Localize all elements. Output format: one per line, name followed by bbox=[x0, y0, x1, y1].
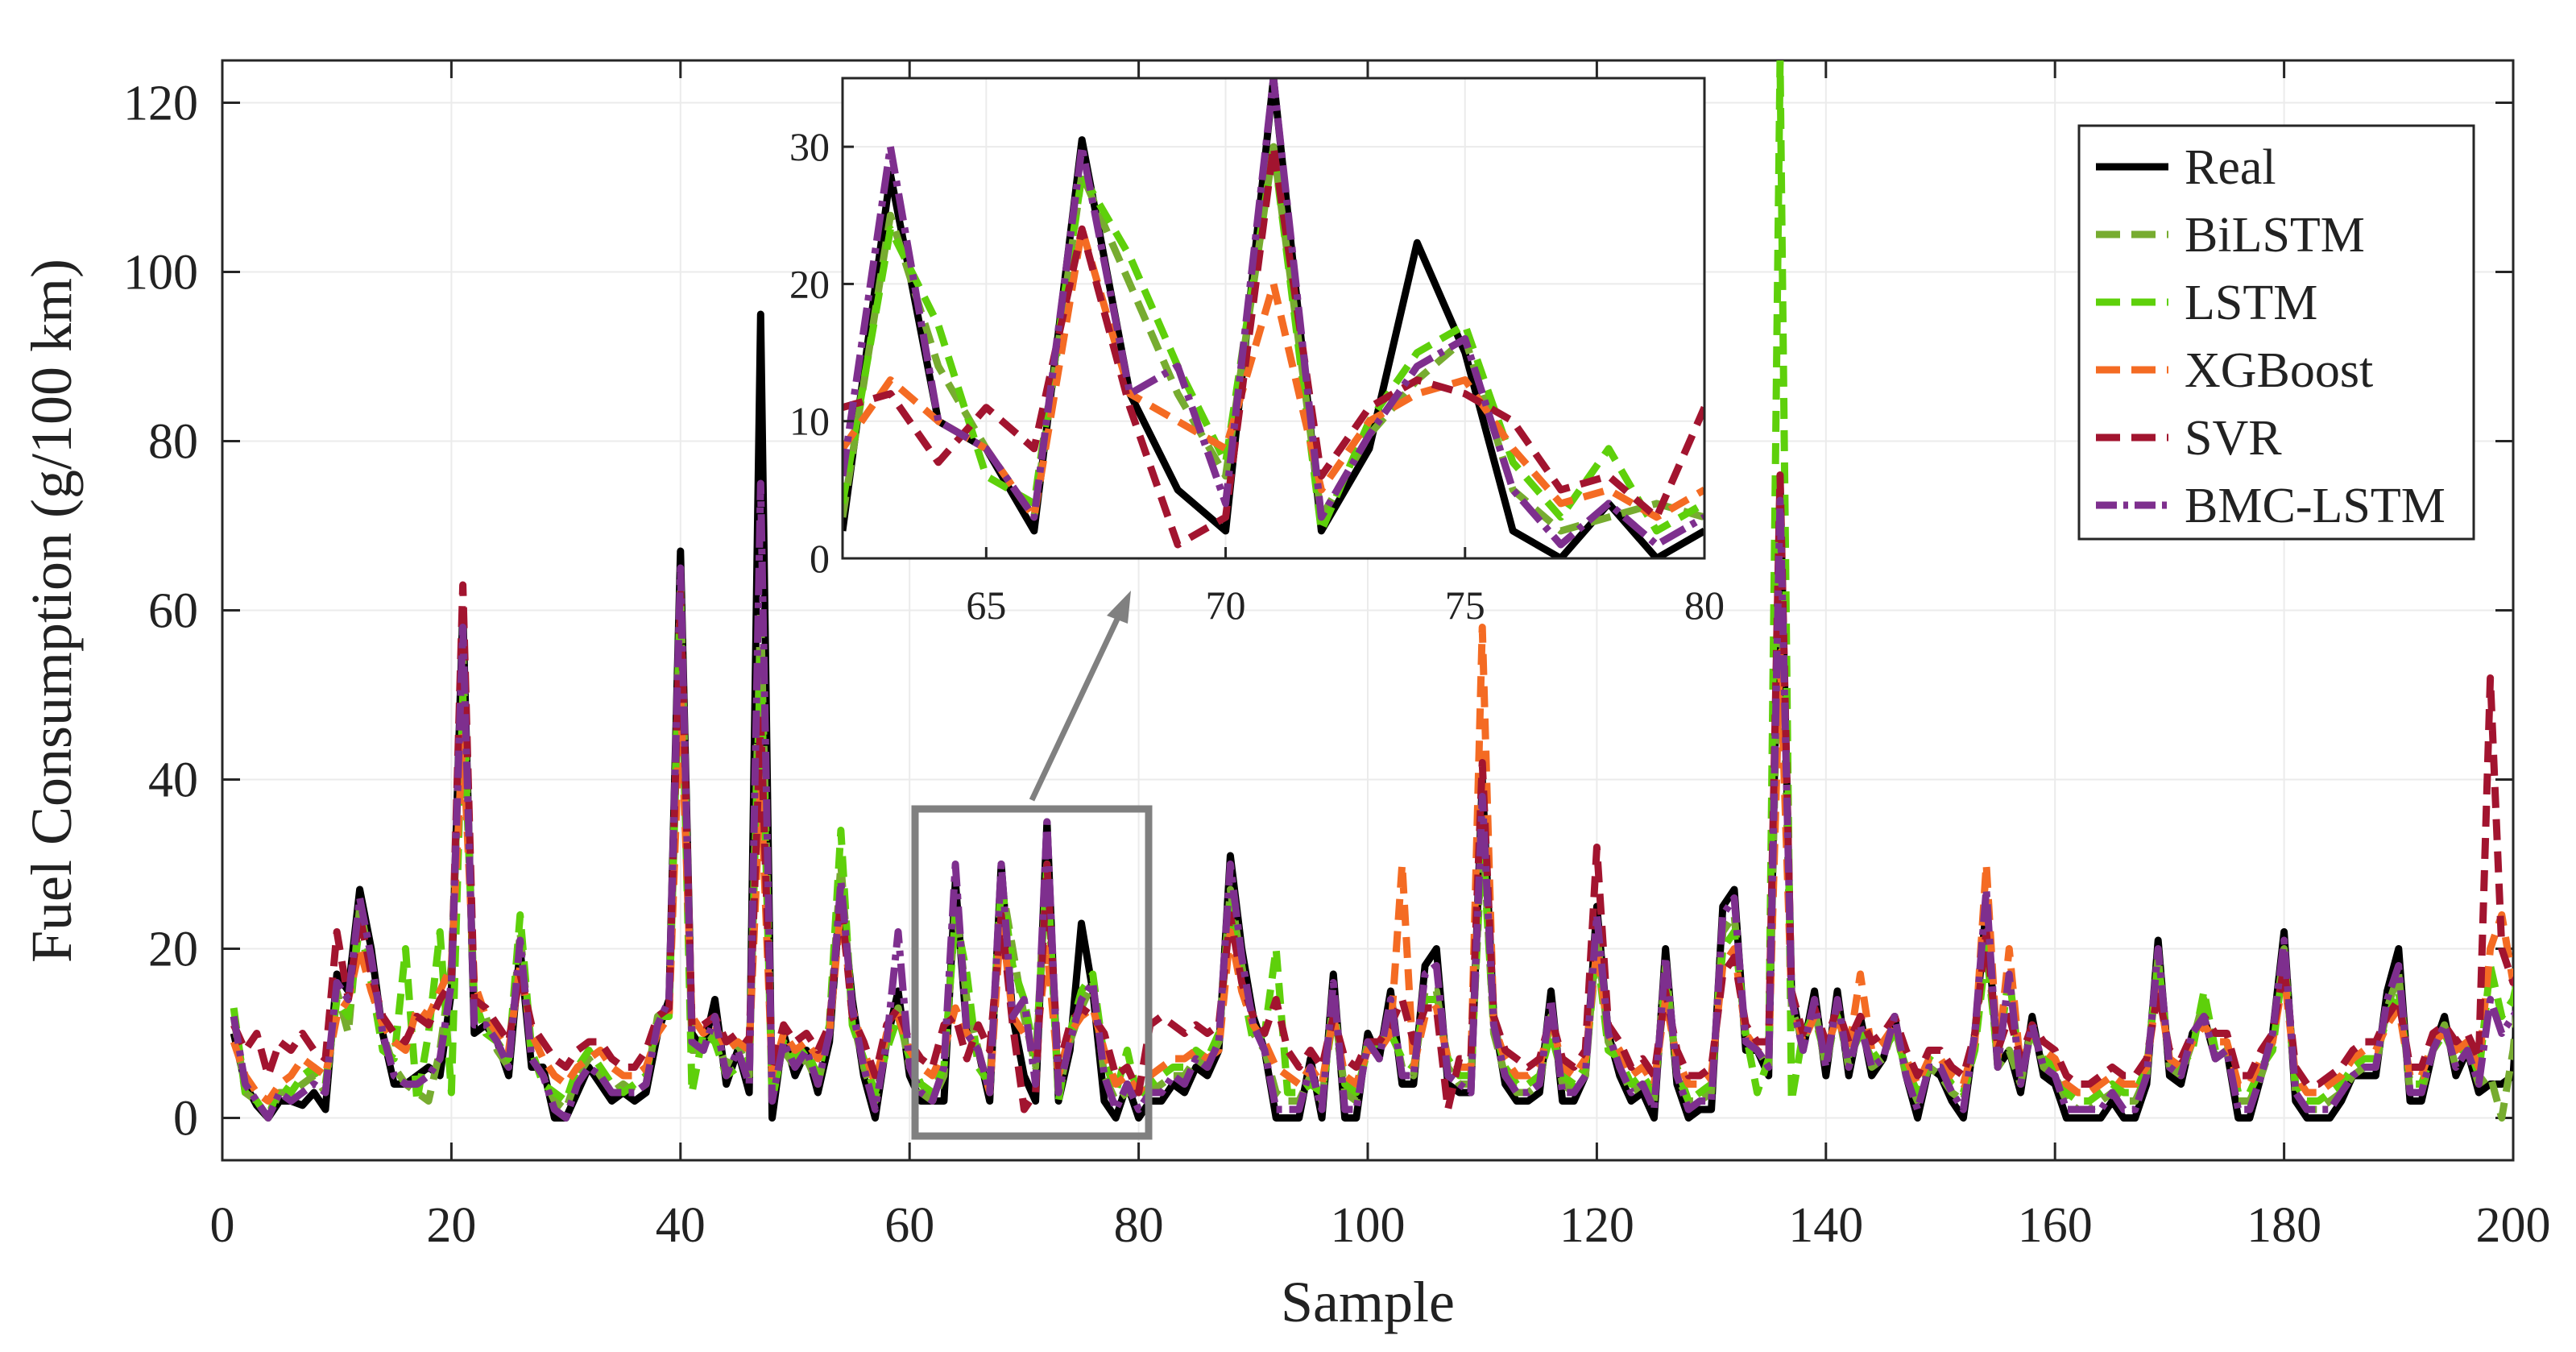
legend: Real BiLSTM LSTM XGBoost SVR BMC-LSTM bbox=[2077, 124, 2475, 541]
inset-tick-marks bbox=[843, 145, 1706, 560]
inset-chart: 65 70 75 80 0 10 20 30 bbox=[789, 77, 1725, 628]
inset-series-line-bmc-lstm bbox=[843, 78, 1704, 549]
x-tick-label: 20 bbox=[426, 1198, 476, 1253]
inset-x-tick-label: 80 bbox=[1684, 583, 1725, 628]
y-tick-label: 40 bbox=[148, 753, 198, 808]
legend-label-real: Real bbox=[2185, 140, 2276, 195]
inset-x-tick-label: 65 bbox=[966, 583, 1006, 628]
x-tick-label: 80 bbox=[1114, 1198, 1164, 1253]
inset-plot-frame bbox=[841, 77, 1706, 560]
inset-series-line-lstm bbox=[843, 143, 1704, 535]
x-tick-label: 100 bbox=[1331, 1198, 1406, 1253]
main-series-lines bbox=[230, 60, 2513, 1122]
inset-y-tick-label: 0 bbox=[810, 536, 830, 581]
inset-x-tick-labels: 65 70 75 80 bbox=[966, 583, 1725, 628]
legend-label-xgboost: XGBoost bbox=[2185, 343, 2373, 398]
zoom-arrow-shaft bbox=[1029, 612, 1123, 802]
main-y-tick-labels: 0 20 40 60 80 100 120 bbox=[123, 77, 198, 1147]
series-line-bmc-lstm bbox=[230, 479, 2513, 1122]
x-tick-label: 160 bbox=[2018, 1198, 2093, 1253]
inset-x-tick-label: 75 bbox=[1445, 583, 1485, 628]
main-x-tick-labels: 0 20 40 60 80 100 120 140 160 180 200 bbox=[210, 1198, 2551, 1253]
series-line-svr bbox=[230, 471, 2513, 1114]
x-tick-label: 0 bbox=[210, 1198, 235, 1253]
inset-series-lines bbox=[843, 78, 1704, 558]
zoom-region-box bbox=[911, 805, 1153, 1140]
inset-series-line-svr bbox=[843, 143, 1704, 549]
x-axis-label: Sample bbox=[1281, 1270, 1455, 1334]
y-axis-label: Fuel Consumption (g/100 km) bbox=[19, 259, 84, 963]
x-tick-label: 180 bbox=[2247, 1198, 2321, 1253]
legend-label-bmc-lstm: BMC-LSTM bbox=[2185, 479, 2446, 533]
x-tick-label: 140 bbox=[1788, 1198, 1863, 1253]
zoom-arrow-head bbox=[1107, 591, 1131, 624]
legend-label-svr: SVR bbox=[2185, 411, 2282, 466]
inset-y-tick-label: 20 bbox=[789, 261, 830, 306]
series-line-xgboost bbox=[230, 624, 2513, 1105]
inset-y-tick-label: 30 bbox=[789, 124, 830, 169]
y-tick-label: 20 bbox=[148, 923, 198, 977]
inset-y-tick-label: 10 bbox=[789, 399, 830, 444]
inset-x-tick-label: 70 bbox=[1206, 583, 1246, 628]
legend-label-bilstm: BiLSTM bbox=[2185, 208, 2365, 263]
legend-items: Real BiLSTM LSTM XGBoost SVR BMC-LSTM bbox=[2096, 140, 2446, 533]
x-tick-label: 60 bbox=[884, 1198, 934, 1253]
zoom-annotation bbox=[911, 591, 1153, 1140]
y-tick-label: 100 bbox=[123, 246, 198, 301]
y-tick-label: 80 bbox=[148, 415, 198, 470]
y-tick-label: 60 bbox=[148, 584, 198, 639]
x-tick-label: 40 bbox=[656, 1198, 706, 1253]
x-tick-label: 120 bbox=[1559, 1198, 1634, 1253]
y-tick-label: 0 bbox=[173, 1092, 198, 1147]
legend-label-lstm: LSTM bbox=[2185, 276, 2317, 330]
y-tick-label: 120 bbox=[123, 77, 198, 131]
inset-y-tick-labels: 0 10 20 30 bbox=[789, 124, 830, 581]
main-tick-marks bbox=[221, 60, 2515, 1160]
legend-box bbox=[2077, 124, 2475, 541]
x-tick-label: 200 bbox=[2476, 1198, 2551, 1253]
